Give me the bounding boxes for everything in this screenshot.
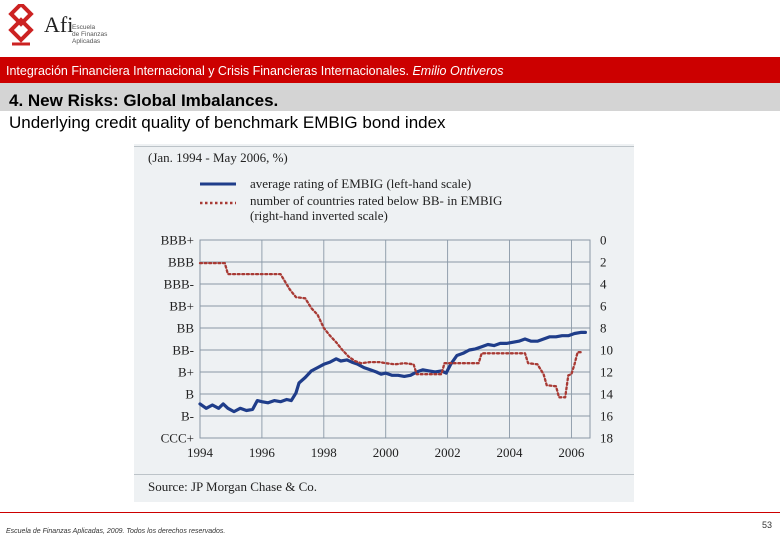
x-axis-tick-label: 1998: [311, 445, 337, 460]
chart-series: [198, 261, 587, 414]
series-line-average-rating: [198, 330, 587, 414]
logo-sub-line: Escuela: [72, 24, 96, 31]
header-banner: Integración Financiera Internacional y C…: [0, 57, 780, 83]
logo-sub-line: Aplicadas: [72, 38, 101, 45]
legend-label-countries-line-1: number of countries rated below BB- in E…: [250, 193, 502, 208]
right-axis-tick-label: 16: [600, 409, 614, 424]
x-axis-tick-label: 2000: [373, 445, 399, 460]
legend-label-rating: average rating of EMBIG (left-hand scale…: [250, 176, 471, 191]
logo-subtitle: Escuela de Finanzas Aplicadas: [72, 24, 107, 45]
right-axis-tick-label: 0: [600, 233, 607, 248]
left-axis-tick-label: B: [185, 387, 194, 402]
x-axis-tick-label: 2004: [497, 445, 524, 460]
legend-label-countries-line-2: (right-hand inverted scale): [250, 208, 388, 223]
banner-text: Integración Financiera Internacional y C…: [6, 64, 503, 78]
left-axis-tick-label: CCC+: [161, 431, 194, 446]
right-axis-tick-label: 8: [600, 321, 607, 336]
x-axis-labels: 1994 1996 1998 2000 2002 2004 2006: [187, 445, 585, 460]
series-line-countries-below-bb: [198, 261, 584, 399]
slide-subtitle: Underlying credit quality of benchmark E…: [9, 113, 446, 132]
x-axis-tick-label: 1994: [187, 445, 214, 460]
slide-title: 4. New Risks: Global Imbalances.: [9, 91, 279, 110]
x-axis-tick-label: 1996: [249, 445, 276, 460]
banner-course: Integración Financiera Internacional y C…: [6, 64, 409, 78]
footer-rule: [0, 512, 780, 513]
left-axis-tick-label: BB-: [172, 343, 194, 358]
left-axis-tick-label: BB+: [169, 299, 194, 314]
right-axis-tick-label: 6: [600, 299, 607, 314]
banner-author: Emilio Ontiveros: [412, 64, 504, 78]
right-axis-labels: 0 2 4 6 8 10 12 14 16 18: [600, 233, 614, 446]
right-axis-tick-label: 2: [600, 255, 607, 270]
afi-logo: Afi Escuela de Finanzas Aplicadas: [6, 4, 126, 52]
left-axis-tick-label: B+: [178, 365, 194, 380]
right-axis-tick-label: 4: [600, 277, 607, 292]
legend-label-countries: number of countries rated below BB- in E…: [250, 193, 506, 223]
page-number: 53: [762, 520, 773, 530]
left-axis-tick-label: BB: [177, 321, 195, 336]
right-axis-tick-label: 12: [600, 365, 613, 380]
afi-logo-mark-icon: [8, 4, 34, 46]
logo-name: Afi: [44, 12, 74, 37]
footer-copyright: Escuela de Finanzas Aplicadas, 2009. Tod…: [6, 528, 226, 535]
left-axis-tick-label: BBB+: [161, 233, 194, 248]
left-axis-tick-label: BBB-: [164, 277, 194, 292]
logo-sub-line: de Finanzas: [72, 31, 108, 38]
embig-chart: (Jan. 1994 - May 2006, %) average rating…: [134, 144, 634, 502]
chart-source: Source: JP Morgan Chase & Co.: [148, 479, 317, 494]
chart-grid: [199, 239, 591, 439]
right-axis-tick-label: 14: [600, 387, 614, 402]
left-axis-tick-label: BBB: [168, 255, 194, 270]
chart-title: (Jan. 1994 - May 2006, %): [148, 150, 288, 165]
x-axis-tick-label: 2006: [558, 445, 585, 460]
right-axis-tick-label: 10: [600, 343, 613, 358]
left-axis-tick-label: B-: [181, 409, 194, 424]
x-axis-tick-label: 2002: [435, 445, 461, 460]
right-axis-tick-label: 18: [600, 431, 613, 446]
title-band: [0, 83, 780, 111]
